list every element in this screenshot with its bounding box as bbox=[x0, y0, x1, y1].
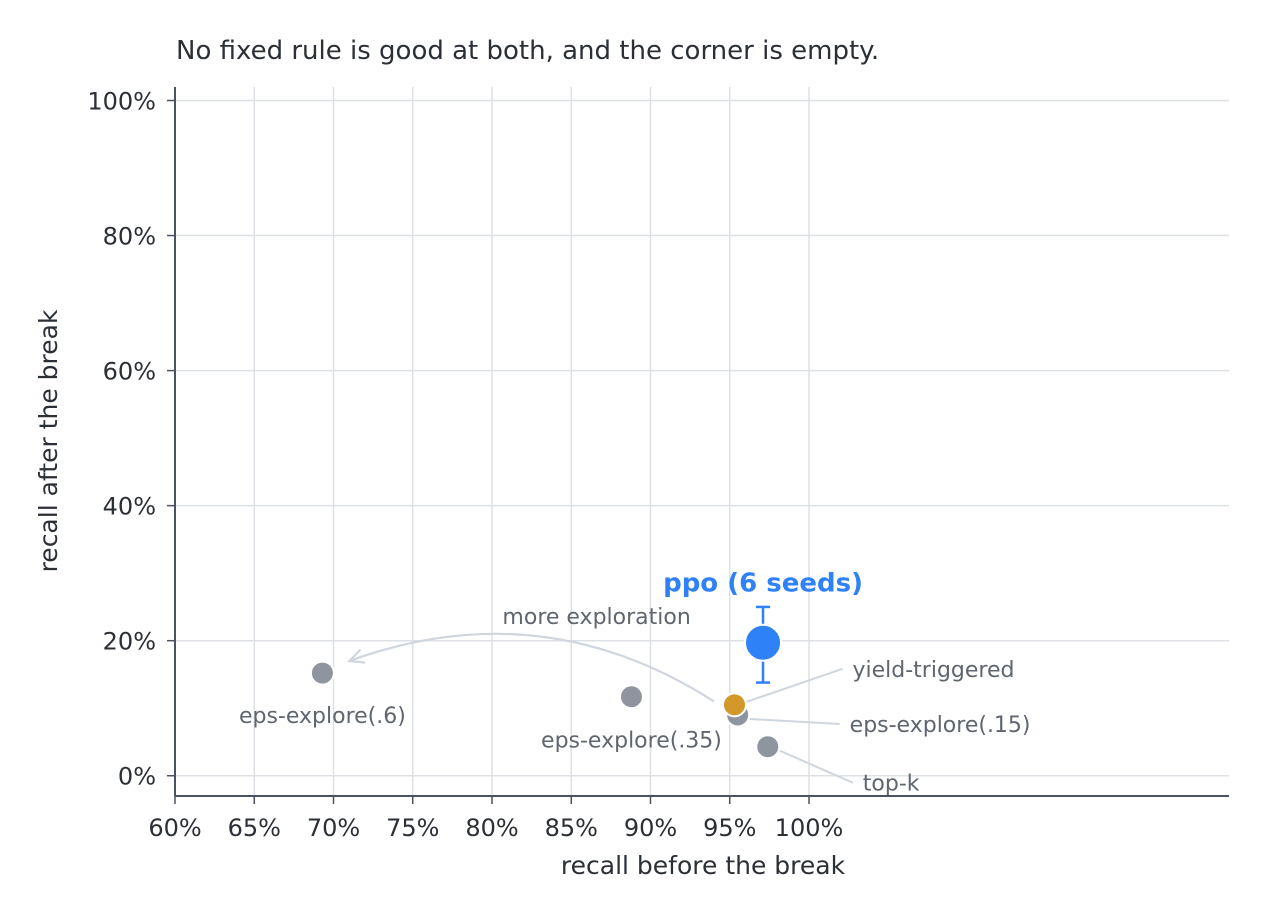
x-tick-label: 75% bbox=[386, 814, 439, 842]
point-label: top-k bbox=[863, 772, 920, 797]
x-axis-label: recall before the break bbox=[561, 851, 846, 880]
x-tick-label: 85% bbox=[545, 814, 598, 842]
x-tick-label: 90% bbox=[624, 814, 677, 842]
y-tick-label: 20% bbox=[103, 628, 156, 656]
x-tick-label: 80% bbox=[465, 814, 518, 842]
annotation-arrowhead bbox=[346, 648, 366, 664]
point-label: eps-explore(.15) bbox=[850, 713, 1031, 738]
highlight-point bbox=[744, 623, 783, 662]
x-tick-label: 70% bbox=[307, 814, 360, 842]
y-axis-label: recall after the break bbox=[34, 309, 63, 572]
x-tick-label: 100% bbox=[775, 814, 844, 842]
highlight-label: ppo (6 seeds) bbox=[663, 569, 863, 599]
axes: 60% 65% 70% 75% 80% 85% 90% 95% 100% 0% 20% 40% 60% 8… bbox=[87, 87, 1229, 842]
data-point bbox=[309, 660, 335, 686]
data-point bbox=[618, 684, 644, 710]
annotation-label: more exploration bbox=[502, 605, 690, 630]
point-leader-line bbox=[749, 717, 840, 725]
y-tick-label: 40% bbox=[103, 493, 156, 521]
point-label: eps-explore(.35) bbox=[541, 729, 722, 754]
point-label: yield-triggered bbox=[852, 658, 1014, 683]
x-tick-label: 65% bbox=[228, 814, 281, 842]
annotation-layer: more exploration bbox=[346, 605, 854, 784]
data-point bbox=[721, 692, 747, 718]
annotation-arrow bbox=[348, 632, 715, 703]
point-label: eps-explore(.6) bbox=[239, 704, 406, 729]
y-tick-label: 100% bbox=[87, 88, 156, 116]
y-tick-label: 60% bbox=[103, 358, 156, 386]
x-tick-label: 60% bbox=[148, 814, 201, 842]
point-leader-line bbox=[746, 667, 843, 703]
x-tick-label: 95% bbox=[703, 814, 756, 842]
y-tick-label: 80% bbox=[103, 223, 156, 251]
grid bbox=[174, 87, 1229, 796]
data-marks: eps-explore(.6) eps-explore(.35) eps-explo… bbox=[239, 569, 1031, 797]
point-leader-line bbox=[779, 749, 854, 784]
chart-title: No fixed rule is good at both, and the c… bbox=[176, 36, 879, 66]
y-tick-label: 0% bbox=[118, 763, 156, 791]
data-point bbox=[755, 734, 781, 760]
